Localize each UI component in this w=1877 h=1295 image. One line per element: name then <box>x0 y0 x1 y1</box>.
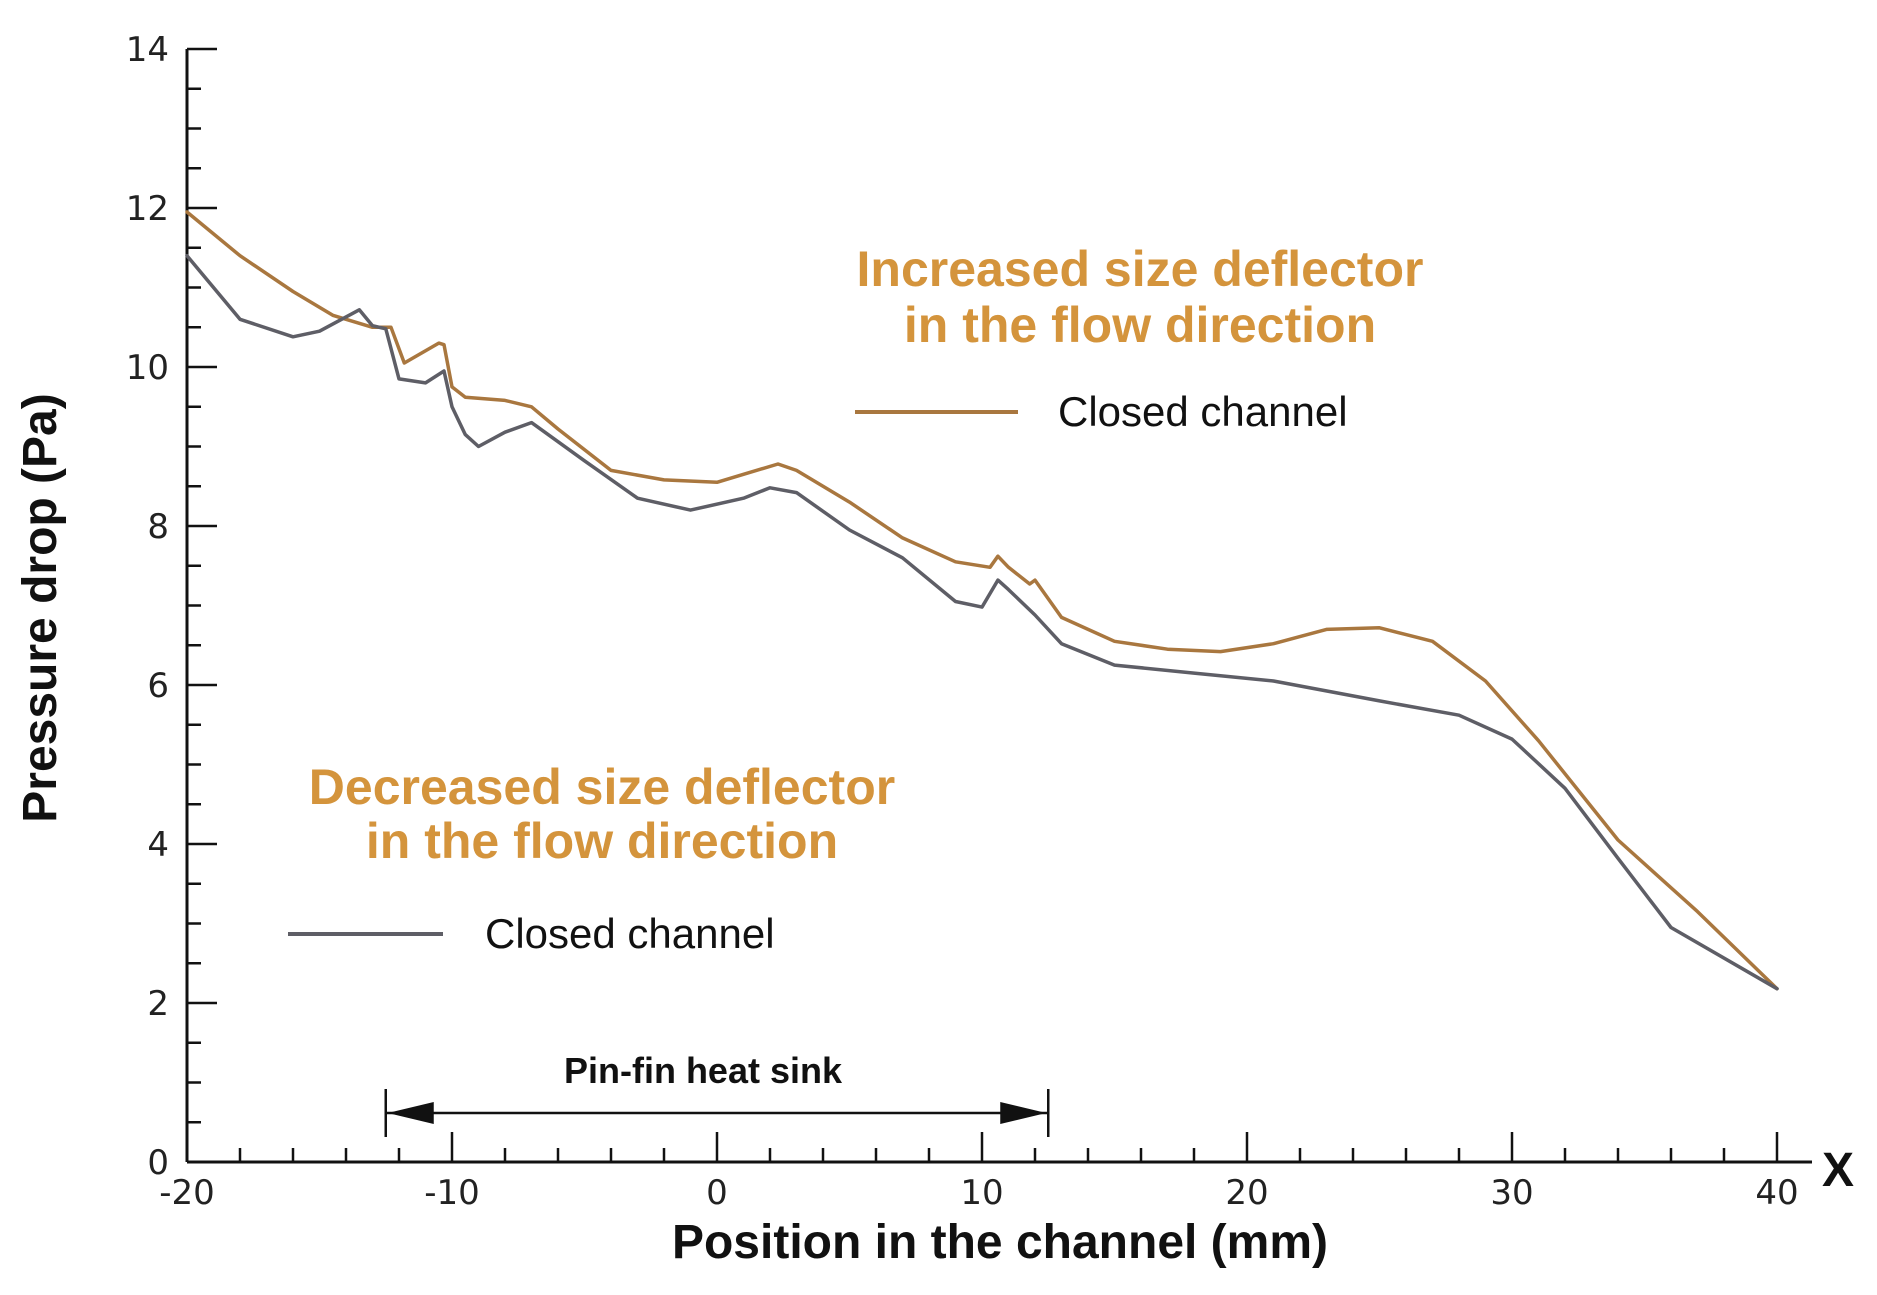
y-tick-label: 10 <box>126 348 169 388</box>
annotation-decreased-line-1: Decreased size deflector <box>309 759 895 815</box>
y-tick-label: 6 <box>147 666 169 706</box>
series-layer <box>185 210 1779 991</box>
y-tick-label: 8 <box>147 507 169 547</box>
series-line-increased <box>185 210 1779 991</box>
y-axis-title: Pressure drop (Pa) <box>14 393 67 822</box>
span-arrow-left <box>387 1102 434 1124</box>
y-tick-label: 0 <box>147 1143 169 1183</box>
annotation-increased-line-1: Increased size deflector <box>857 241 1424 297</box>
legend-label-increased: Closed channel <box>1058 388 1348 435</box>
series-line-decreased <box>185 253 1779 991</box>
annotation-decreased-line-2: in the flow direction <box>366 813 838 869</box>
y-tick-label: 4 <box>147 825 169 865</box>
x-tick-label: 0 <box>706 1173 728 1213</box>
axes: 0 2 4 6 8 10 12 14 -20 -10 0 10 20 30 40 <box>126 30 1812 1213</box>
legend-label-decreased: Closed channel <box>485 910 775 957</box>
x-tick-label: -10 <box>424 1173 480 1213</box>
x-tick-label: 40 <box>1755 1173 1798 1213</box>
x-axis-title: Position in the channel (mm) <box>672 1216 1328 1269</box>
pin-fin-span <box>384 1089 1050 1137</box>
annotation-increased-line-2: in the flow direction <box>904 297 1376 353</box>
x-tick-label: -20 <box>159 1173 215 1213</box>
y-tick-label: 14 <box>126 30 169 70</box>
pin-fin-label: Pin-fin heat sink <box>564 1050 843 1091</box>
x-axis-marker: X <box>1822 1144 1854 1197</box>
x-tick-label: 20 <box>1225 1173 1268 1213</box>
x-tick-label: 10 <box>960 1173 1003 1213</box>
span-arrow-right <box>1000 1102 1047 1124</box>
y-tick-label: 2 <box>147 984 169 1024</box>
y-tick-label: 12 <box>126 189 169 229</box>
x-tick-label: 30 <box>1490 1173 1533 1213</box>
